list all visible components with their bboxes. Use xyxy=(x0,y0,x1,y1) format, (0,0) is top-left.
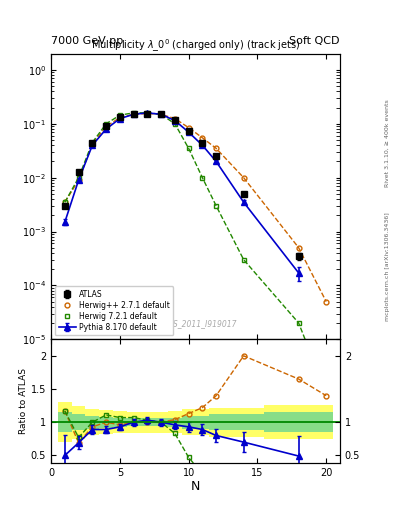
Text: mcplots.cern.ch [arXiv:1306.3436]: mcplots.cern.ch [arXiv:1306.3436] xyxy=(385,212,390,321)
Text: Rivet 3.1.10, ≥ 400k events: Rivet 3.1.10, ≥ 400k events xyxy=(385,99,390,187)
Herwig 7.2.1 default xyxy=(90,139,95,145)
Herwig 7.2.1 default xyxy=(159,111,163,117)
Herwig++ 2.7.1 default xyxy=(296,245,301,251)
Herwig 7.2.1 default xyxy=(145,110,150,116)
Herwig++ 2.7.1 default xyxy=(62,199,67,205)
Text: 7000 GeV pp: 7000 GeV pp xyxy=(51,36,123,46)
Legend: ATLAS, Herwig++ 2.7.1 default, Herwig 7.2.1 default, Pythia 8.170 default: ATLAS, Herwig++ 2.7.1 default, Herwig 7.… xyxy=(55,286,173,335)
Text: ATLAS_2011_I919017: ATLAS_2011_I919017 xyxy=(154,319,237,328)
Herwig++ 2.7.1 default xyxy=(90,141,95,147)
Herwig++ 2.7.1 default xyxy=(241,175,246,181)
Herwig 7.2.1 default xyxy=(200,175,205,181)
Text: Soft QCD: Soft QCD xyxy=(290,36,340,46)
Herwig 7.2.1 default xyxy=(131,110,136,116)
Herwig++ 2.7.1 default xyxy=(118,115,122,121)
Herwig 7.2.1 default xyxy=(186,145,191,152)
Herwig++ 2.7.1 default xyxy=(173,116,177,122)
Herwig 7.2.1 default xyxy=(104,121,108,127)
Herwig 7.2.1 default xyxy=(62,199,67,205)
Herwig 7.2.1 default xyxy=(324,390,329,396)
Title: Multiplicity $\lambda\_0^0$ (charged only) (track jets): Multiplicity $\lambda\_0^0$ (charged onl… xyxy=(91,37,300,54)
Herwig++ 2.7.1 default xyxy=(159,111,163,117)
Herwig++ 2.7.1 default xyxy=(200,135,205,141)
Herwig++ 2.7.1 default xyxy=(104,123,108,130)
Herwig++ 2.7.1 default xyxy=(76,177,81,183)
Herwig++ 2.7.1 default xyxy=(214,145,219,152)
Herwig++ 2.7.1 default xyxy=(131,111,136,117)
Herwig 7.2.1 default xyxy=(241,257,246,263)
Line: Herwig 7.2.1 default: Herwig 7.2.1 default xyxy=(62,111,329,396)
Herwig++ 2.7.1 default xyxy=(145,111,150,117)
Herwig 7.2.1 default xyxy=(296,320,301,326)
Y-axis label: Ratio to ATLAS: Ratio to ATLAS xyxy=(19,368,28,434)
Herwig++ 2.7.1 default xyxy=(324,298,329,305)
Herwig 7.2.1 default xyxy=(76,175,81,181)
Herwig 7.2.1 default xyxy=(118,112,122,118)
X-axis label: N: N xyxy=(191,480,200,493)
Herwig 7.2.1 default xyxy=(214,203,219,209)
Herwig 7.2.1 default xyxy=(173,121,177,127)
Herwig++ 2.7.1 default xyxy=(186,124,191,131)
Line: Herwig++ 2.7.1 default: Herwig++ 2.7.1 default xyxy=(62,111,329,304)
